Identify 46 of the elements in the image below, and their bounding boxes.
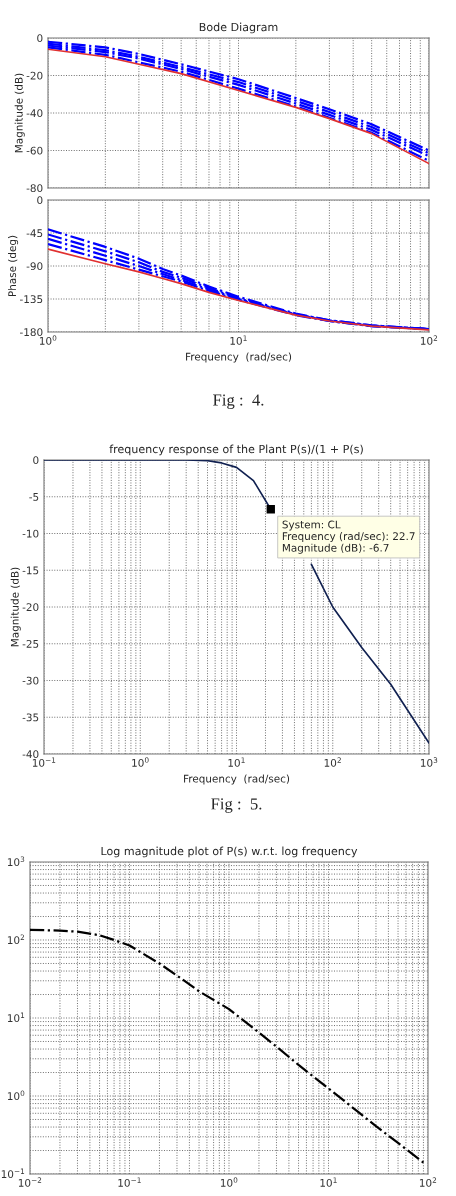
x-axis-title: Frequency (rad/sec) <box>184 774 290 785</box>
y-tick-label: 10$^{0}$ <box>7 1090 25 1101</box>
x-tick-label: 10$^{0}$ <box>132 757 149 767</box>
x-axis-title: Frequency (rad/sec) <box>186 352 292 363</box>
y-tick-label: -40 <box>22 750 39 759</box>
y-tick-label: 0 <box>33 456 39 465</box>
chart-title: Bode Diagram <box>199 22 278 34</box>
y-axis-title: Magnitude (dB) <box>10 567 21 647</box>
text: Fig : 5. <box>211 798 262 813</box>
y-tick-label: 0 <box>37 34 43 43</box>
y-tick-label: 10$^{1}$ <box>7 1012 25 1023</box>
y-tick-label: -20 <box>22 603 39 612</box>
annotation: System: CL Frequency (rad/sec): 22.7 Magnitude (dB): -6.7 <box>282 520 415 554</box>
y-tick-label: 10$^{3}$ <box>7 856 25 867</box>
x-tick-label: 10$^{2}$ <box>420 335 438 345</box>
y-axis-title: Magnitude (dB) <box>14 73 25 153</box>
y-axis-title: Phase (deg) <box>8 235 19 297</box>
x-tick-label: 10$^{1}$ <box>230 335 247 345</box>
x-tick-label: 10$^{−2}$ <box>18 1177 42 1187</box>
x-tick-label: 10$^{2}$ <box>324 757 341 767</box>
x-tick-label: 10$^{1}$ <box>320 1177 337 1187</box>
x-tick-label: 10$^{2}$ <box>419 1177 437 1187</box>
y-tick-label: -40 <box>26 109 43 118</box>
y-tick-label: -135 <box>20 295 43 304</box>
y-tick-label: -20 <box>26 71 43 80</box>
chart-title: frequency response of the Plant P(s)/(1 + P(s) <box>109 444 363 456</box>
x-tick-label: 10$^{−1}$ <box>118 1177 141 1187</box>
y-tick-label: -10 <box>22 529 39 538</box>
y-tick-label: -5 <box>29 493 39 501</box>
x-tick-label: 10$^{1}$ <box>228 757 245 767</box>
y-tick-label: 10$^{2}$ <box>7 934 25 945</box>
y-tick-label: 0 <box>37 196 43 205</box>
y-tick-label: 10$^{−1}$ <box>1 1168 25 1179</box>
text: Fig : 4. <box>213 394 264 409</box>
y-tick-label: -180 <box>20 328 43 337</box>
x-tick-label: 10$^{3}$ <box>420 757 438 767</box>
chart-title: Log magnitude plot of P(s) w.r.t. log frequency <box>101 846 358 858</box>
y-tick-label: -80 <box>26 184 43 193</box>
y-tick-label: -35 <box>22 713 39 722</box>
y-tick-label: -90 <box>26 262 43 271</box>
y-tick-label: -45 <box>26 229 43 238</box>
y-tick-label: -25 <box>22 639 39 648</box>
y-tick-label: -15 <box>22 566 39 575</box>
y-tick-label: -30 <box>22 676 39 685</box>
y-tick-label: -60 <box>26 146 43 155</box>
x-tick-label: 10$^{0}$ <box>220 1177 238 1187</box>
